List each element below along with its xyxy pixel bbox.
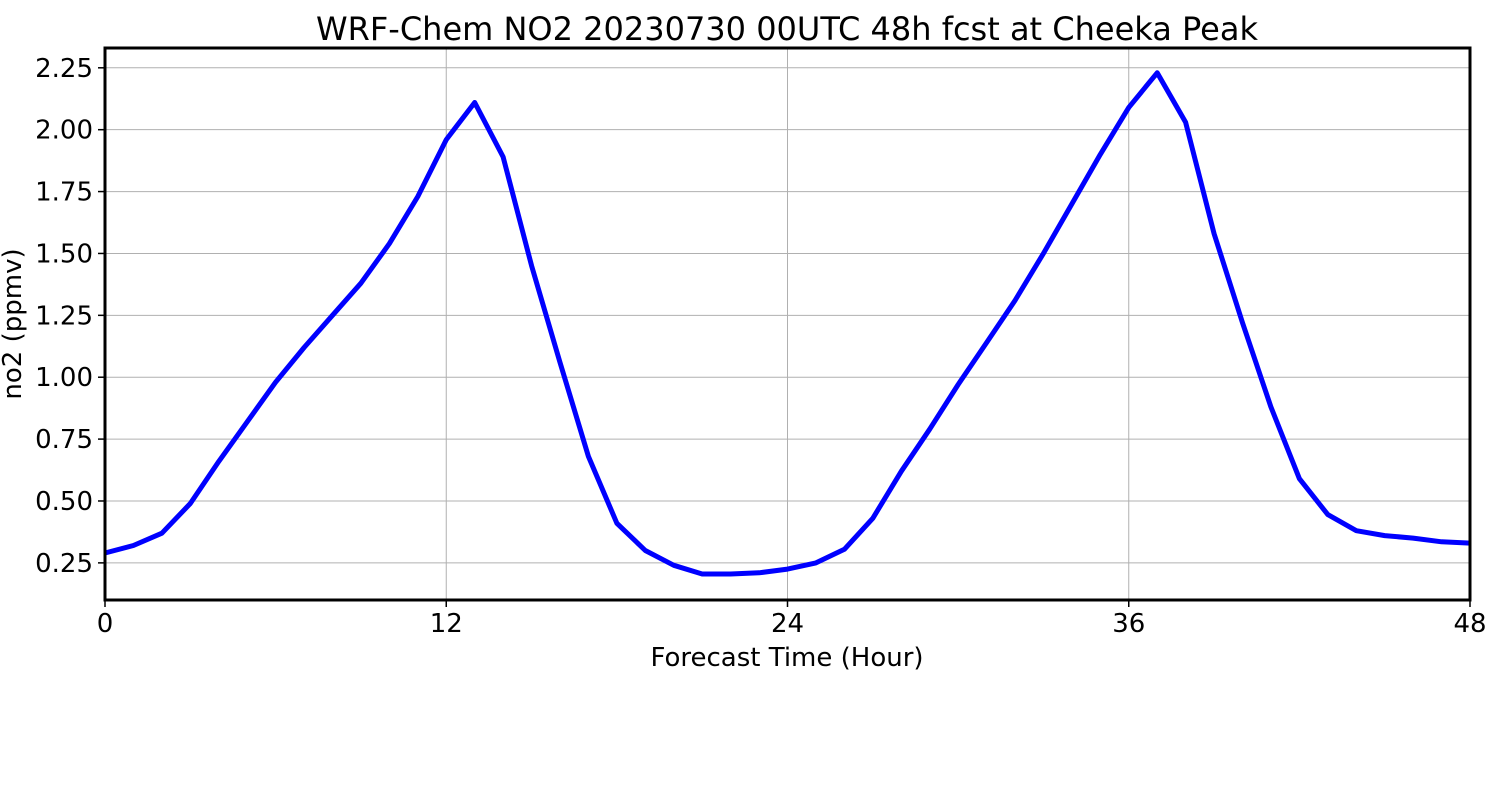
y-tick-label: 2.25 (35, 54, 93, 84)
x-axis-label: Forecast Time (Hour) (650, 643, 923, 673)
y-tick-label: 1.25 (35, 301, 93, 331)
series-line (104, 70, 1471, 577)
chart-title: WRF-Chem NO2 20230730 00UTC 48h fcst at … (316, 10, 1258, 48)
x-tick-label: 48 (1453, 609, 1486, 639)
y-tick-label: 0.25 (35, 549, 93, 579)
x-tick-label: 0 (97, 609, 114, 639)
y-tick-label: 0.50 (35, 487, 93, 517)
y-tick-label: 1.75 (35, 178, 93, 208)
x-tick-label: 24 (771, 609, 804, 639)
y-axis-label: no2 (ppmv) (0, 248, 28, 399)
y-tick-label: 0.75 (35, 425, 93, 455)
x-axis-ticks: 0 12 24 36 48 (97, 600, 1487, 639)
y-tick-label: 1.00 (35, 363, 93, 393)
x-tick-label: 12 (430, 609, 463, 639)
y-tick-label: 2.00 (35, 116, 93, 146)
y-axis-ticks: 0.25 0.50 0.75 1.00 1.25 1.50 1.75 2.00 2.25 (35, 54, 105, 579)
x-tick-label: 36 (1112, 609, 1145, 639)
grid-lines (104, 48, 1471, 600)
series-layer (104, 70, 1471, 577)
y-tick-label: 1.50 (35, 239, 93, 269)
